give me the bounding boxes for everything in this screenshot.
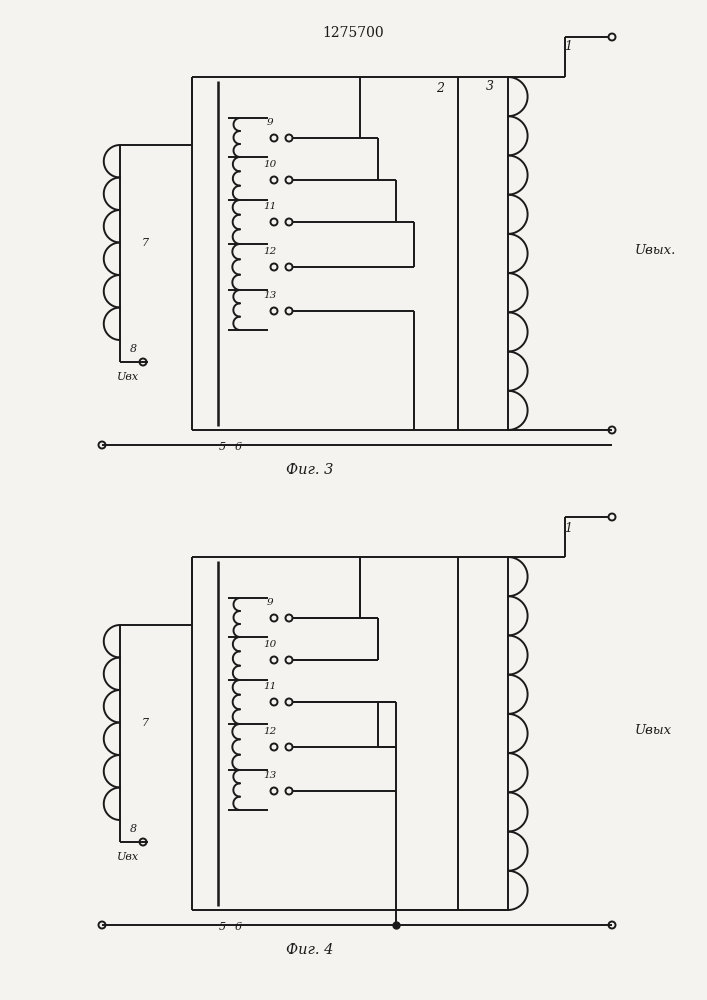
Text: 8: 8 <box>129 824 136 834</box>
Text: 13: 13 <box>264 771 276 780</box>
Text: Uвых.: Uвых. <box>635 243 677 256</box>
Text: 7: 7 <box>142 718 149 728</box>
Text: 10: 10 <box>264 640 276 649</box>
Text: 9: 9 <box>267 118 274 127</box>
Text: Uвх: Uвх <box>117 852 139 862</box>
Text: 1: 1 <box>564 522 572 536</box>
Text: 6: 6 <box>235 922 242 932</box>
Text: 12: 12 <box>264 247 276 256</box>
Text: 11: 11 <box>264 682 276 691</box>
Text: 9: 9 <box>267 598 274 607</box>
Text: 2: 2 <box>436 83 444 96</box>
Text: 5: 5 <box>218 922 226 932</box>
Text: 1: 1 <box>564 40 572 53</box>
Text: 7: 7 <box>142 237 149 247</box>
Text: Uвх: Uвх <box>117 372 139 382</box>
Text: 13: 13 <box>264 291 276 300</box>
Text: 5: 5 <box>218 442 226 452</box>
Text: Фиг. 4: Фиг. 4 <box>286 943 334 957</box>
Text: 8: 8 <box>129 344 136 354</box>
Text: 12: 12 <box>264 727 276 736</box>
Text: Фиг. 3: Фиг. 3 <box>286 463 334 477</box>
Text: Uвых: Uвых <box>635 724 672 736</box>
Text: 6: 6 <box>235 442 242 452</box>
Text: 3: 3 <box>486 81 494 94</box>
Text: 1275700: 1275700 <box>322 26 384 40</box>
Text: 10: 10 <box>264 160 276 169</box>
Text: 11: 11 <box>264 202 276 211</box>
